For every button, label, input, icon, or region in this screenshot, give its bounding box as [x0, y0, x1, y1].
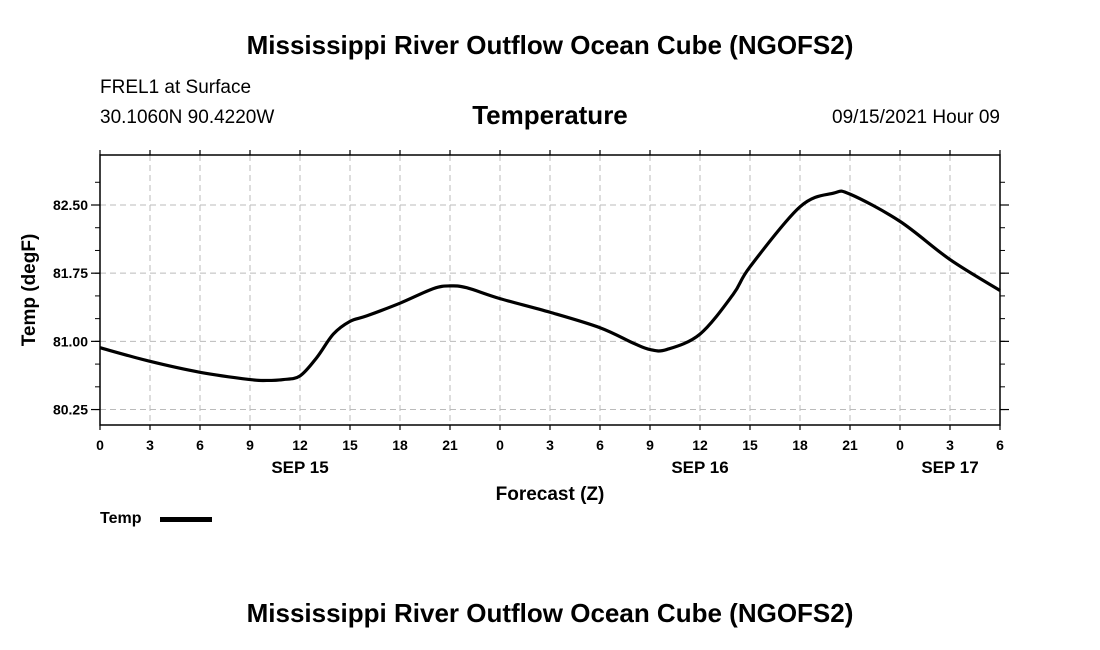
x-tick-label: 21: [842, 437, 858, 453]
temp-series-line: [99, 189, 1001, 383]
x-tick-label: 21: [442, 437, 458, 453]
x-tick-label: 3: [546, 437, 554, 453]
x-tick-label: 15: [742, 437, 758, 453]
x-tick-label: 9: [646, 437, 654, 453]
x-tick-label: 0: [496, 437, 504, 453]
x-tick-label: 15: [342, 437, 358, 453]
legend-label: Temp: [100, 510, 142, 527]
chart-title: Temperature: [472, 100, 628, 130]
date-label: SEP 15: [271, 458, 328, 477]
x-tick-label: 0: [96, 437, 104, 453]
x-tick-label: 3: [146, 437, 154, 453]
x-tick-label: 9: [246, 437, 254, 453]
station-label: FREL1 at Surface: [100, 77, 252, 98]
timestamp-label: 09/15/2021 Hour 09: [832, 107, 1000, 128]
date-label: SEP 16: [671, 458, 728, 477]
x-tick-label: 6: [196, 437, 204, 453]
y-axis-title: Temp (degF): [19, 234, 40, 347]
date-label: SEP 17: [921, 458, 978, 477]
coordinates-label: 30.1060N 90.4220W: [100, 107, 275, 128]
x-tick-label: 18: [792, 437, 808, 453]
page-title: Mississippi River Outflow Ocean Cube (NG…: [246, 30, 854, 60]
x-tick-label: 12: [292, 437, 308, 453]
x-tick-label: 3: [946, 437, 954, 453]
y-tick-label: 81.00: [53, 333, 88, 349]
y-tick-label: 81.75: [53, 265, 88, 281]
footer-title: Mississippi River Outflow Ocean Cube (NG…: [246, 598, 854, 628]
x-tick-label: 6: [596, 437, 604, 453]
x-axis-title: Forecast (Z): [496, 484, 605, 505]
x-tick-label: 18: [392, 437, 408, 453]
x-tick-label: 12: [692, 437, 708, 453]
legend-line-swatch: [160, 517, 212, 522]
y-tick-label: 80.25: [53, 402, 88, 418]
y-tick-label: 82.50: [53, 197, 88, 213]
x-tick-label: 6: [996, 437, 1004, 453]
x-tick-label: 0: [896, 437, 904, 453]
